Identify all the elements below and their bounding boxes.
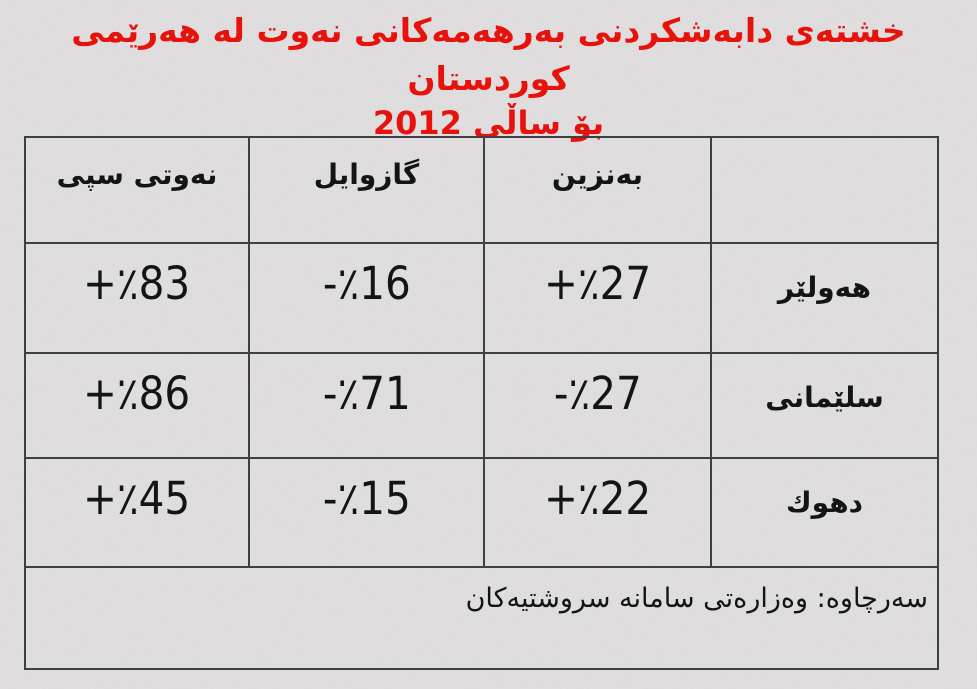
value-white-oil-slemani: +٪86 (83, 367, 191, 420)
value-gazoil-hewler: -٪16 (322, 257, 412, 310)
oil-products-distribution-table: به‌نزین گازوایل نه‌وتی سپی هه‌ولێر +٪27 … (24, 136, 939, 670)
source-row: سه‌رچاوه: وه‌زاره‌تی سامانه سروشتیه‌کان (24, 566, 939, 670)
value-cell: +٪22 (483, 457, 712, 568)
city-cell-duhok: دهوك (710, 457, 939, 568)
title-line-1: خشته‌ی دابه‌شکردنی به‌رهه‌مه‌کانی نه‌وت … (71, 11, 906, 98)
value-white-oil-hewler: +٪83 (83, 257, 191, 310)
value-cell: -٪16 (248, 242, 485, 354)
value-white-oil-duhok: +٪45 (83, 472, 191, 525)
table-row-hewler: هه‌ولێر +٪27 -٪16 +٪83 (24, 242, 939, 354)
table-row-slemani: سلێمانی -٪27 -٪71 +٪86 (24, 352, 939, 459)
value-gazoil-slemani: -٪71 (322, 367, 412, 420)
source-cell: سه‌رچاوه: وه‌زاره‌تی سامانه سروشتیه‌کان (24, 566, 939, 670)
header-empty-cell (710, 136, 939, 244)
header-gazoil: گازوایل (248, 136, 485, 244)
value-cell: +٪45 (24, 457, 250, 568)
value-cell: +٪27 (483, 242, 712, 354)
value-gazoil-duhok: -٪15 (322, 472, 412, 525)
value-cell: -٪27 (483, 352, 712, 459)
header-row: به‌نزین گازوایل نه‌وتی سپی (24, 136, 939, 244)
value-benzin-duhok: +٪22 (543, 472, 652, 525)
value-benzin-slemani: -٪27 (553, 367, 643, 420)
header-white-oil: نه‌وتی سپی (24, 136, 250, 244)
header-benzin: به‌نزین (483, 136, 712, 244)
value-benzin-hewler: +٪27 (543, 257, 652, 310)
value-cell: -٪71 (248, 352, 485, 459)
value-cell: -٪15 (248, 457, 485, 568)
city-cell-hewler: هه‌ولێر (710, 242, 939, 354)
value-cell: +٪83 (24, 242, 250, 354)
table-row-duhok: دهوك +٪22 -٪15 +٪45 (24, 457, 939, 568)
slide-title: خشته‌ی دابه‌شکردنی به‌رهه‌مه‌کانی نه‌وت … (0, 0, 977, 144)
value-cell: +٪86 (24, 352, 250, 459)
city-cell-slemani: سلێمانی (710, 352, 939, 459)
